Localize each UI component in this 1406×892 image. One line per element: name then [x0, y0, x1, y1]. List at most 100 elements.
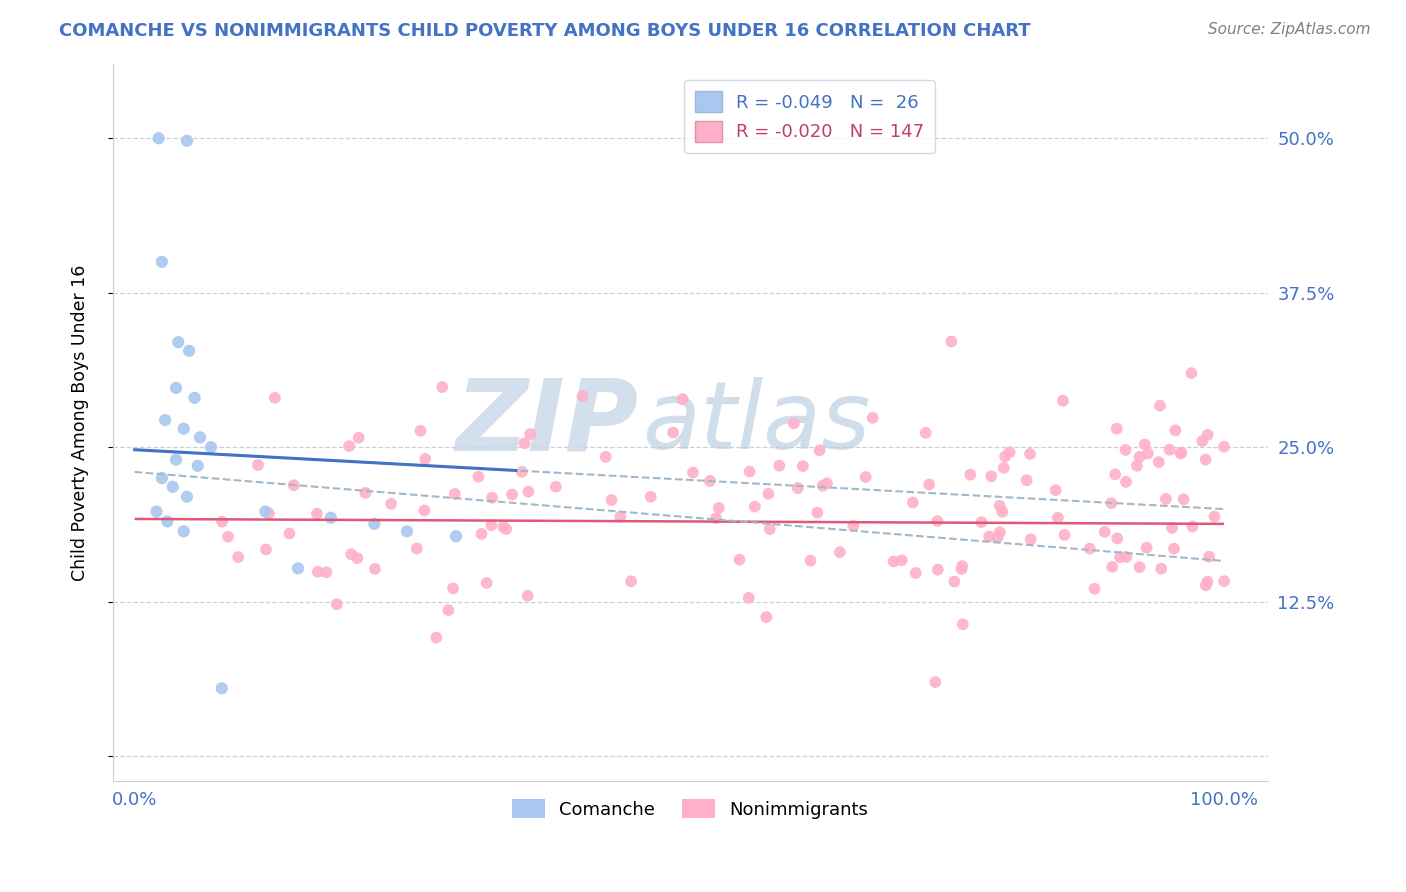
Point — [828, 545, 851, 559]
Point — [970, 515, 993, 529]
Point — [176, 490, 198, 504]
Point — [513, 436, 536, 450]
Point — [187, 458, 209, 473]
Point — [363, 516, 385, 531]
Point — [1126, 458, 1149, 473]
Point — [855, 470, 877, 484]
Point — [1099, 496, 1122, 510]
Point — [806, 506, 828, 520]
Point — [364, 562, 387, 576]
Point — [211, 515, 233, 529]
Point — [758, 487, 780, 501]
Point — [1191, 434, 1213, 448]
Point — [904, 566, 927, 580]
Point — [786, 481, 808, 495]
Point — [993, 460, 1015, 475]
Point — [918, 477, 941, 491]
Point — [470, 527, 492, 541]
Point — [501, 487, 523, 501]
Point — [254, 542, 277, 557]
Point — [943, 574, 966, 589]
Point — [609, 509, 631, 524]
Point — [1198, 549, 1220, 564]
Point — [444, 487, 467, 501]
Point — [1197, 428, 1219, 442]
Point — [278, 526, 301, 541]
Point — [1136, 541, 1159, 555]
Point — [662, 425, 685, 440]
Point — [1149, 399, 1171, 413]
Point — [481, 491, 503, 505]
Point — [1147, 455, 1170, 469]
Point — [441, 582, 464, 596]
Point — [988, 499, 1011, 513]
Point — [699, 474, 721, 488]
Point — [728, 552, 751, 566]
Point — [183, 391, 205, 405]
Point — [950, 562, 973, 576]
Point — [346, 551, 368, 566]
Point — [315, 566, 337, 580]
Point — [340, 547, 363, 561]
Point — [924, 675, 946, 690]
Point — [173, 524, 195, 539]
Point — [941, 334, 963, 349]
Point — [179, 343, 201, 358]
Point — [519, 427, 541, 442]
Point — [1078, 541, 1101, 556]
Point — [150, 255, 173, 269]
Point — [475, 576, 498, 591]
Point — [991, 505, 1014, 519]
Point — [707, 500, 730, 515]
Point — [425, 631, 447, 645]
Point — [792, 459, 814, 474]
Text: COMANCHE VS NONIMMIGRANTS CHILD POVERTY AMONG BOYS UNDER 16 CORRELATION CHART: COMANCHE VS NONIMMIGRANTS CHILD POVERTY … — [59, 22, 1031, 40]
Point — [755, 610, 778, 624]
Point — [263, 391, 285, 405]
Point — [495, 522, 517, 536]
Point — [1197, 574, 1219, 589]
Point — [1161, 521, 1184, 535]
Point — [1195, 578, 1218, 592]
Point — [758, 522, 780, 536]
Point — [1150, 562, 1173, 576]
Point — [153, 413, 176, 427]
Point — [1107, 532, 1129, 546]
Point — [444, 529, 467, 543]
Point — [1115, 549, 1137, 564]
Point — [811, 479, 834, 493]
Point — [1129, 450, 1152, 464]
Point — [1015, 473, 1038, 487]
Point — [200, 440, 222, 454]
Point — [600, 493, 623, 508]
Point — [145, 504, 167, 518]
Point — [354, 486, 377, 500]
Point — [432, 380, 454, 394]
Point — [980, 469, 1002, 483]
Point — [510, 465, 533, 479]
Point — [1109, 550, 1132, 565]
Y-axis label: Child Poverty Among Boys Under 16: Child Poverty Among Boys Under 16 — [72, 264, 89, 581]
Point — [437, 603, 460, 617]
Point — [1213, 440, 1236, 454]
Point — [319, 510, 342, 524]
Point — [165, 381, 187, 395]
Point — [1046, 510, 1069, 524]
Point — [287, 561, 309, 575]
Point — [1052, 393, 1074, 408]
Point — [148, 131, 170, 145]
Point — [571, 389, 593, 403]
Point — [380, 497, 402, 511]
Point — [1194, 452, 1216, 467]
Point — [1045, 483, 1067, 498]
Point — [1019, 447, 1042, 461]
Text: ZIP: ZIP — [456, 374, 638, 471]
Point — [1173, 492, 1195, 507]
Point — [799, 553, 821, 567]
Point — [979, 529, 1001, 543]
Point — [815, 476, 838, 491]
Point — [842, 519, 865, 533]
Point — [283, 478, 305, 492]
Point — [883, 554, 905, 568]
Point — [1170, 446, 1192, 460]
